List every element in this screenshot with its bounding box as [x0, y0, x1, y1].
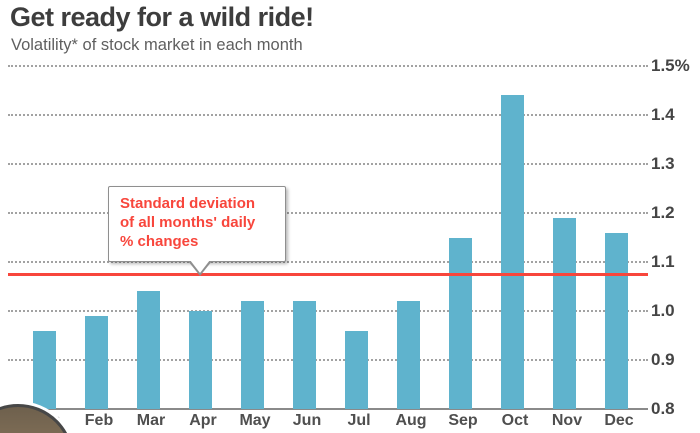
x-axis-label-nov: Nov: [551, 412, 583, 429]
bar-aug: [396, 301, 420, 409]
y-axis-tick-label: 1.0: [651, 301, 675, 320]
annotation-line-1: Standard deviation: [120, 195, 256, 212]
x-axis-baseline: [8, 408, 648, 410]
y-axis-tick-label: 0.9: [651, 350, 675, 369]
annotation-line-2: of all months' daily: [120, 214, 256, 232]
x-axis-label-dec: Dec: [604, 412, 634, 429]
chart-subtitle: Volatility* of stock market in each mont…: [11, 36, 303, 54]
y-axis-tick-label: 1.3: [651, 154, 675, 173]
x-axis-label-mar: Mar: [136, 412, 166, 429]
chart-title: Get ready for a wild ride!: [10, 2, 314, 32]
y-axis-tick-label: 1.4: [651, 105, 675, 124]
x-axis-label-oct: Oct: [501, 412, 529, 429]
x-axis-label-apr: Apr: [189, 412, 217, 429]
y-axis-tick-label: 1.2: [651, 203, 675, 222]
gridline: [8, 65, 648, 67]
bar-mar: [136, 291, 160, 409]
bar-dec: [604, 232, 628, 409]
gridline: [8, 359, 648, 361]
bar-nov: [552, 217, 576, 409]
bar-may: [240, 301, 264, 409]
x-axis-label-sep: Sep: [448, 412, 478, 429]
bar-jul: [344, 330, 368, 409]
y-axis-tick-label: 1.1: [651, 252, 675, 271]
x-axis-label-jul: Jul: [347, 412, 371, 429]
y-axis-tick-label: 1.5%: [651, 56, 690, 75]
annotation-line-3: % changes: [120, 233, 199, 251]
x-axis-label-feb: Feb: [84, 412, 114, 429]
gridline: [8, 212, 648, 214]
gridline: [8, 163, 648, 165]
callout-pointer-icon: [190, 259, 210, 273]
x-axis-label-jun: Jun: [292, 412, 322, 429]
annotation-callout: Standard deviation of all months' daily …: [108, 186, 286, 276]
bar-jun: [292, 301, 316, 409]
bar-sep: [448, 237, 472, 409]
x-axis-label-may: May: [239, 412, 271, 429]
bar-feb: [84, 315, 108, 409]
bar-oct: [500, 95, 524, 409]
std-deviation-reference-line: [8, 273, 648, 277]
x-axis-label-aug: Aug: [395, 412, 427, 429]
gridline: [8, 261, 648, 263]
y-axis-tick-label: 0.8: [651, 399, 675, 418]
bar-apr: [188, 311, 212, 409]
bar-jan: [32, 330, 56, 409]
gridline: [8, 310, 648, 312]
gridline: [8, 114, 648, 116]
